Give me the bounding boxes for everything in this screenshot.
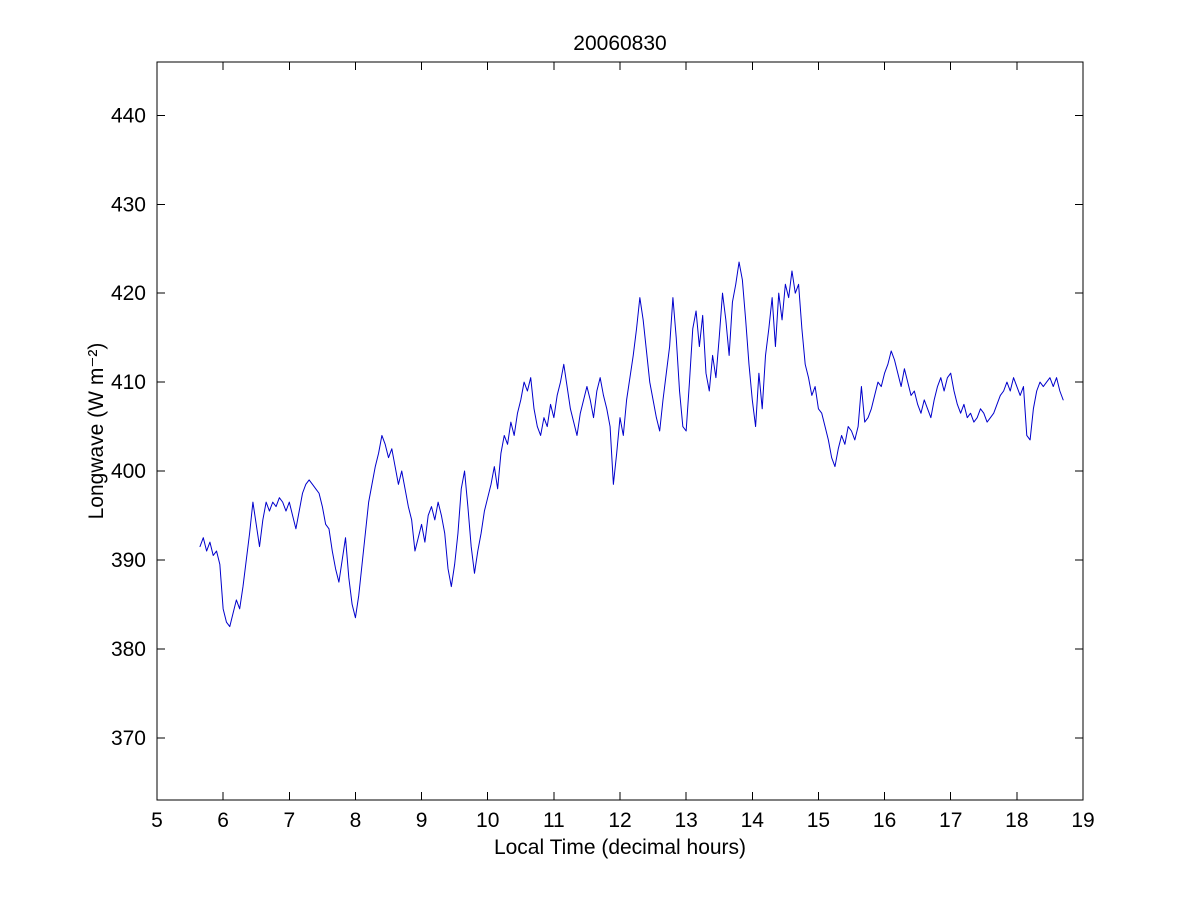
- y-tick-label: 420: [111, 282, 146, 305]
- x-tick-label: 18: [1005, 809, 1028, 832]
- x-tick-label: 9: [416, 809, 428, 832]
- x-tick-label: 13: [674, 809, 697, 832]
- y-tick-label: 440: [111, 104, 146, 127]
- x-tick-label: 8: [350, 809, 362, 832]
- y-tick-label: 380: [111, 638, 146, 661]
- y-tick-label: 390: [111, 549, 146, 572]
- x-tick-label: 12: [608, 809, 631, 832]
- data-line-longwave: [199, 261, 1064, 628]
- axis-box: [156, 61, 1084, 801]
- x-tick-label: 10: [476, 809, 499, 832]
- y-tick-label: 410: [111, 371, 146, 394]
- x-tick-label: 14: [741, 809, 765, 832]
- y-tick-label: 400: [111, 460, 146, 483]
- x-axis-label: Local Time (decimal hours): [493, 836, 747, 859]
- x-tick-label: 16: [873, 809, 896, 832]
- x-tick-label: 11: [543, 809, 565, 832]
- x-tick-label: 5: [151, 809, 163, 832]
- x-tick-label: 15: [807, 809, 830, 832]
- x-tick-label: 7: [283, 809, 295, 832]
- x-tick-label: 19: [1071, 809, 1094, 832]
- chart-title: 20060830: [573, 32, 667, 55]
- x-tick-label: 6: [217, 809, 229, 832]
- y-axis-label: Longwave (W m⁻²): [85, 342, 108, 520]
- x-tick-label: 17: [939, 809, 962, 832]
- y-tick-label: 370: [111, 727, 146, 750]
- y-tick-label: 430: [111, 193, 146, 216]
